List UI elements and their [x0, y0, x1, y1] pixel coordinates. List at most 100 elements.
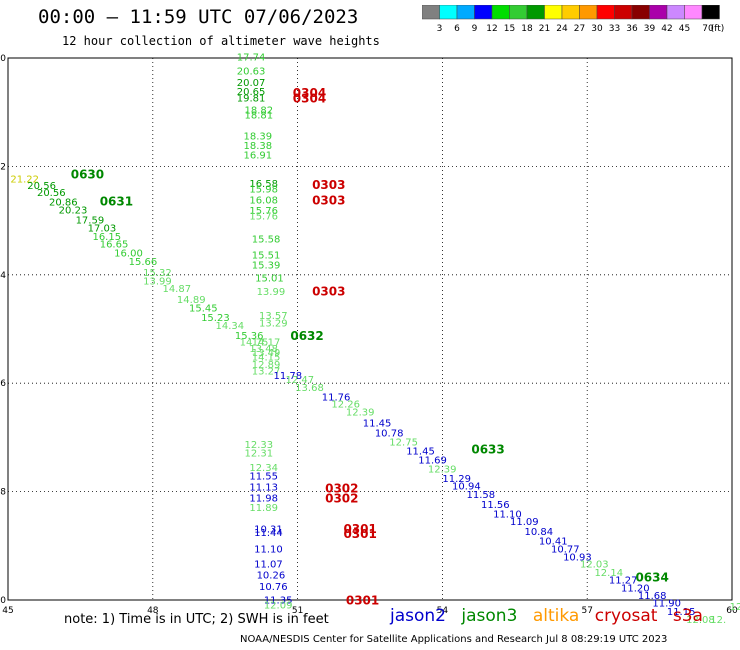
wave-height-point: 11.27 — [609, 576, 638, 587]
wave-height-point: 14.34 — [216, 321, 245, 332]
wave-height-point: 11.44 — [254, 528, 283, 539]
wave-height-point: 17.74 — [237, 53, 266, 64]
wave-height-point: 11.45 — [406, 447, 435, 458]
scale-swatch — [579, 5, 598, 20]
wave-height-point: 16.91 — [244, 150, 273, 161]
scale-label: 27 — [574, 24, 585, 34]
wave-height-point: 16.15 — [92, 232, 121, 243]
wave-height-point: 11.09 — [510, 517, 539, 528]
scale-label: 42 — [661, 24, 672, 34]
scale-swatch — [526, 5, 545, 20]
scale-swatch — [684, 5, 703, 20]
wave-height-point: 10.84 — [524, 527, 553, 538]
y-tick-label: -54 — [0, 271, 6, 281]
wave-height-point: 15.36 — [235, 331, 264, 342]
y-tick-label: -50 — [0, 54, 6, 64]
wave-height-point: 10.77 — [551, 544, 580, 555]
wave-height-point: 11.68 — [638, 591, 667, 602]
scale-swatch — [561, 5, 580, 20]
scale-label: 45 — [679, 24, 690, 34]
wave-height-point: 21.22 — [10, 175, 39, 186]
scale-label: 6 — [454, 24, 460, 34]
wave-height-point: 16.58 — [249, 179, 278, 190]
pass-time-label: 0632 — [290, 329, 323, 343]
scale-label: 12 — [486, 24, 497, 34]
scale-label: 36 — [626, 24, 638, 34]
pass-time-label: 0304 — [293, 86, 326, 100]
page-subtitle: 12 hour collection of altimeter wave hei… — [62, 34, 380, 48]
scale-swatch — [474, 5, 493, 20]
wave-height-point: 12 — [730, 602, 740, 613]
wave-height-point: 13.27 — [252, 367, 281, 378]
y-tick-label: -56 — [0, 379, 6, 389]
wave-height-point: 15.01 — [255, 273, 284, 284]
wave-height-point: 15.45 — [189, 304, 218, 315]
wave-height-point: 10.31 — [254, 524, 283, 535]
scale-swatch — [439, 5, 458, 20]
legend-s3a: s3a — [672, 606, 703, 626]
scale-swatch — [631, 5, 650, 20]
wave-height-point: 18.38 — [244, 141, 273, 152]
wave-height-point: 12.39 — [428, 465, 457, 476]
scale-swatch — [456, 5, 475, 20]
wave-height-point: 11.20 — [621, 583, 650, 594]
wave-height-point: 20.86 — [49, 197, 78, 208]
credit-line: NOAA/NESDIS Center for Satellite Applica… — [240, 634, 668, 645]
wave-height-point: 20.65 — [237, 87, 266, 98]
wave-height-point: 20.63 — [237, 66, 266, 77]
scale-label: 24 — [556, 24, 568, 34]
wave-height-point: 15.58 — [252, 234, 281, 245]
wave-height-point: 15.23 — [201, 313, 230, 324]
wave-height-point: 20.23 — [59, 206, 88, 217]
wave-height-point: 12.14 — [594, 568, 623, 579]
wave-height-point: 11.35 — [264, 595, 293, 606]
wave-height-point: 14.15 — [252, 352, 281, 363]
wave-height-point: 11.29 — [442, 474, 471, 485]
scale-label: 18 — [521, 24, 533, 34]
wave-height-point: 13.99 — [143, 277, 172, 288]
wave-height-point: 11.76 — [322, 393, 351, 404]
wave-height-point: 10.93 — [563, 552, 592, 563]
wave-height-point: 18.39 — [244, 131, 273, 142]
scale-swatch — [544, 5, 563, 20]
wave-height-point: 15.76 — [249, 212, 278, 223]
scale-swatch — [701, 5, 720, 20]
page-title: 00:00 – 11:59 UTC 07/06/2023 — [38, 6, 359, 28]
wave-height-point: 13.99 — [257, 287, 286, 298]
scale-label: 39 — [644, 24, 656, 34]
wave-height-point: 11.78 — [273, 371, 302, 382]
wave-height-point: 20.56 — [37, 188, 66, 199]
wave-height-point: 13.57 — [259, 311, 288, 322]
wave-height-point: 20.07 — [237, 78, 266, 89]
wave-height-point: 17.03 — [88, 223, 117, 234]
wave-height-point: 12.09 — [264, 601, 293, 612]
pass-time-label: 0303 — [312, 178, 345, 192]
pass-time-label: 0302 — [325, 491, 358, 505]
wave-height-point: 12.47 — [286, 375, 315, 386]
wave-height-point: 11.98 — [249, 493, 278, 504]
y-tick-label: -52 — [0, 162, 6, 172]
wave-height-point: 18.82 — [245, 105, 274, 116]
wave-height-point: 15.76 — [249, 206, 278, 217]
scale-label: 33 — [609, 24, 620, 34]
wave-height-point: 10.76 — [259, 582, 288, 593]
wave-height-point: 12.75 — [389, 438, 418, 449]
wave-height-point: 11.89 — [249, 503, 278, 514]
scale-swatch — [491, 5, 510, 20]
scale-label: 15 — [504, 24, 515, 34]
scale-swatch — [666, 5, 685, 20]
wave-height-point: 12.31 — [245, 448, 274, 459]
wave-height-point: 10.78 — [375, 428, 404, 439]
wave-height-point: 10.26 — [257, 570, 286, 581]
scale-swatch — [614, 5, 633, 20]
wave-height-point: 10.41 — [539, 537, 568, 548]
scale-swatch — [509, 5, 528, 20]
wave-height-point: 15.66 — [129, 257, 158, 268]
satellite-legend: jason2 jason3 altika cryosat s3a — [390, 606, 713, 626]
wave-height-point: 11.69 — [418, 455, 447, 466]
scale-label: 3 — [437, 24, 443, 34]
wave-height-point: 18.81 — [245, 111, 274, 122]
scale-swatch — [649, 5, 668, 20]
wave-height-point: 12.26 — [331, 400, 360, 411]
